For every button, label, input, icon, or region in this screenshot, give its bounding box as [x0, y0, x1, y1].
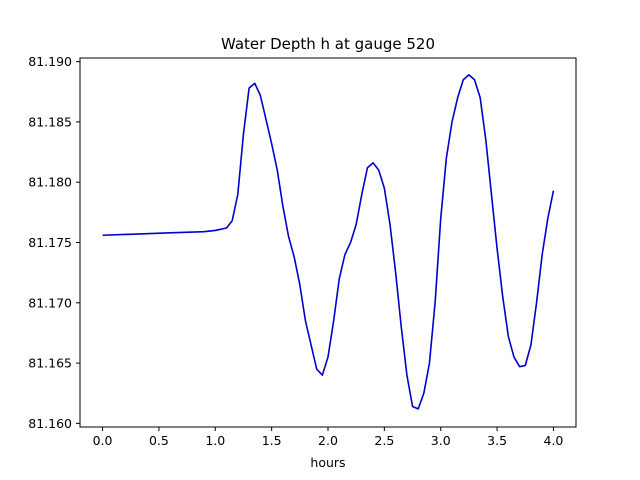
x-tick-label: 2.5	[374, 433, 394, 448]
x-tick-label: 0.5	[149, 433, 169, 448]
y-tick-label: 81.175	[28, 235, 72, 250]
series-line	[102, 74, 555, 410]
x-tick-label: 4.0	[544, 433, 564, 448]
y-tick-label: 81.180	[28, 175, 72, 190]
y-tick-label: 81.170	[28, 295, 72, 310]
chart-title: Water Depth h at gauge 520	[221, 35, 435, 53]
y-tick-label: 81.160	[28, 416, 72, 431]
x-axis-label: hours	[310, 455, 345, 470]
x-tick-label: 2.0	[318, 433, 338, 448]
y-tick-label: 81.190	[28, 54, 72, 69]
y-axis: 81.160 81.165 81.170 81.175 81.180 81.185 81.1…	[28, 54, 80, 431]
x-tick-label: 3.5	[487, 433, 507, 448]
x-tick-label: 3.0	[431, 433, 451, 448]
x-tick-label: 1.0	[205, 433, 225, 448]
y-tick-label: 81.185	[28, 114, 72, 129]
y-tick-label: 81.165	[28, 356, 72, 371]
x-tick-label: 0.0	[93, 433, 113, 448]
x-axis: 0.0 0.5 1.0 1.5 2.0 2.5 3.0 3.5 4.0	[93, 427, 564, 448]
x-tick-label: 1.5	[262, 433, 282, 448]
